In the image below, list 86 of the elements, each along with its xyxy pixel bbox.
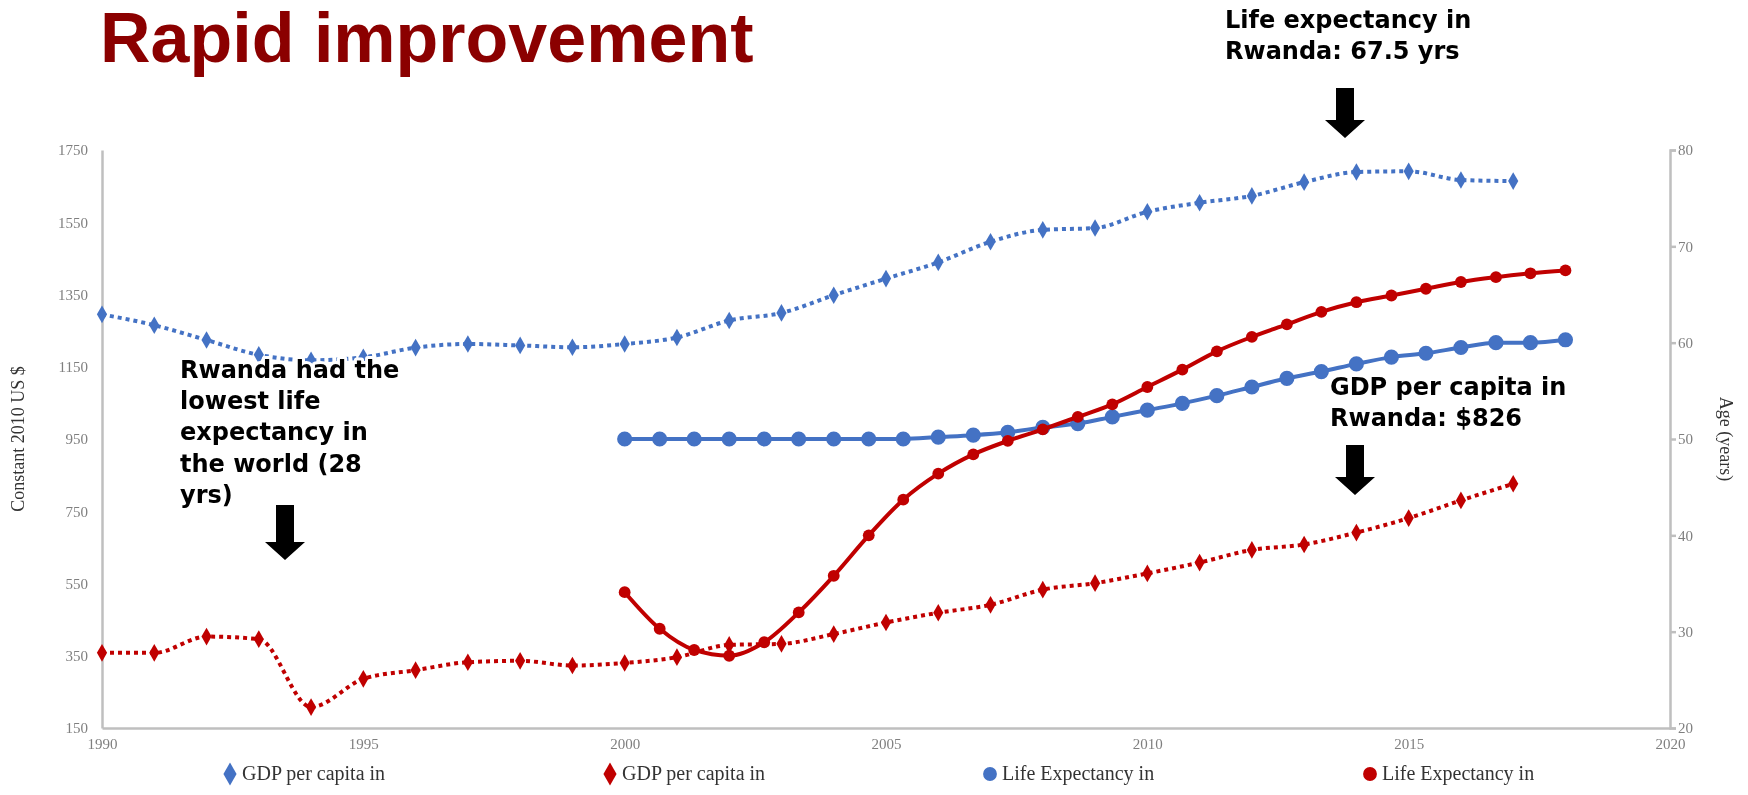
point [1001, 435, 1014, 447]
y-tick-label: 150 [65, 720, 88, 737]
y2-tick-label: 20 [1678, 720, 1693, 737]
point [686, 431, 702, 447]
point [1279, 370, 1295, 386]
point [721, 431, 737, 447]
point [1209, 388, 1225, 404]
point [1141, 381, 1154, 393]
y-tick-label: 1550 [58, 214, 88, 231]
point [1488, 335, 1504, 351]
annotation: Rwanda had the lowest life expectancy in the world (28 yrs) [180, 356, 400, 509]
y2-tick-label: 50 [1678, 431, 1693, 448]
point [1420, 282, 1432, 295]
y2-axis-title: Age (years) [1715, 396, 1736, 482]
legend-label: GDP per capita in [242, 762, 386, 785]
x-tick-label: 2015 [1394, 735, 1425, 752]
x-tick-label: 2010 [1132, 735, 1163, 752]
point [1244, 379, 1260, 395]
point [965, 427, 981, 443]
text: Life expectancy in Rwanda: 67.5 yrs [1225, 6, 1472, 66]
legend-label: Life Expectancy in [1002, 762, 1155, 785]
point [1036, 423, 1049, 436]
point [688, 644, 701, 656]
point [758, 636, 771, 649]
point [930, 429, 946, 445]
point [1245, 330, 1258, 343]
y2-tick-label: 40 [1678, 527, 1693, 544]
point [897, 493, 910, 506]
point [827, 569, 840, 582]
x-tick-label: 2000 [610, 735, 641, 752]
point [1176, 363, 1189, 376]
point [1522, 335, 1539, 351]
point [792, 606, 805, 619]
point [1557, 332, 1574, 348]
point [1071, 410, 1084, 423]
y2-tick-label: 70 [1678, 238, 1693, 255]
point [1280, 318, 1293, 331]
point [791, 431, 807, 447]
point [1383, 349, 1399, 365]
point [1350, 296, 1363, 309]
annotation: GDP per capita in Rwanda: $826 [1330, 373, 1567, 433]
point [861, 431, 877, 447]
point [1139, 402, 1155, 418]
y-axis-title: Constant 2010 US $ [8, 366, 28, 512]
point [967, 448, 980, 461]
point [1418, 345, 1434, 361]
point [1210, 345, 1223, 358]
y-tick-label: 750 [65, 503, 88, 520]
y-tick-label: 550 [65, 575, 88, 592]
x-tick-label: 2020 [1655, 735, 1686, 752]
y-tick-label: 1150 [58, 359, 88, 376]
y2-tick-label: 80 [1678, 142, 1693, 159]
y2-tick-label: 60 [1678, 334, 1693, 351]
point [895, 431, 911, 447]
y-tick-label: 350 [65, 648, 88, 665]
point [1104, 409, 1120, 425]
point [932, 467, 945, 480]
y2-tick-label: 30 [1678, 623, 1693, 640]
point [1453, 339, 1469, 356]
point [617, 431, 633, 447]
point [1385, 289, 1398, 302]
point [1490, 271, 1502, 284]
point [1174, 395, 1190, 411]
x-tick-label: 2005 [871, 735, 902, 752]
point [1524, 267, 1537, 280]
legend-label: GDP per capita in [622, 762, 766, 785]
y-tick-label: 1350 [58, 286, 88, 303]
point [756, 431, 772, 447]
y-tick-label: 950 [65, 431, 88, 448]
point [1313, 364, 1329, 380]
point [618, 586, 631, 599]
point [653, 622, 666, 635]
point [1559, 264, 1572, 277]
x-tick-label: 1990 [87, 735, 118, 752]
point [723, 649, 736, 662]
point [1455, 276, 1467, 288]
x-tick-label: 1995 [348, 735, 379, 752]
chart-title: Rapid improvement [100, 0, 754, 77]
y-tick-label: 1750 [58, 142, 88, 159]
point [1106, 398, 1119, 411]
point [1348, 356, 1364, 372]
legend-label: Life Expectancy in [1382, 762, 1535, 785]
point [826, 431, 842, 447]
point [1315, 305, 1328, 318]
point [862, 529, 875, 542]
point [652, 431, 668, 447]
